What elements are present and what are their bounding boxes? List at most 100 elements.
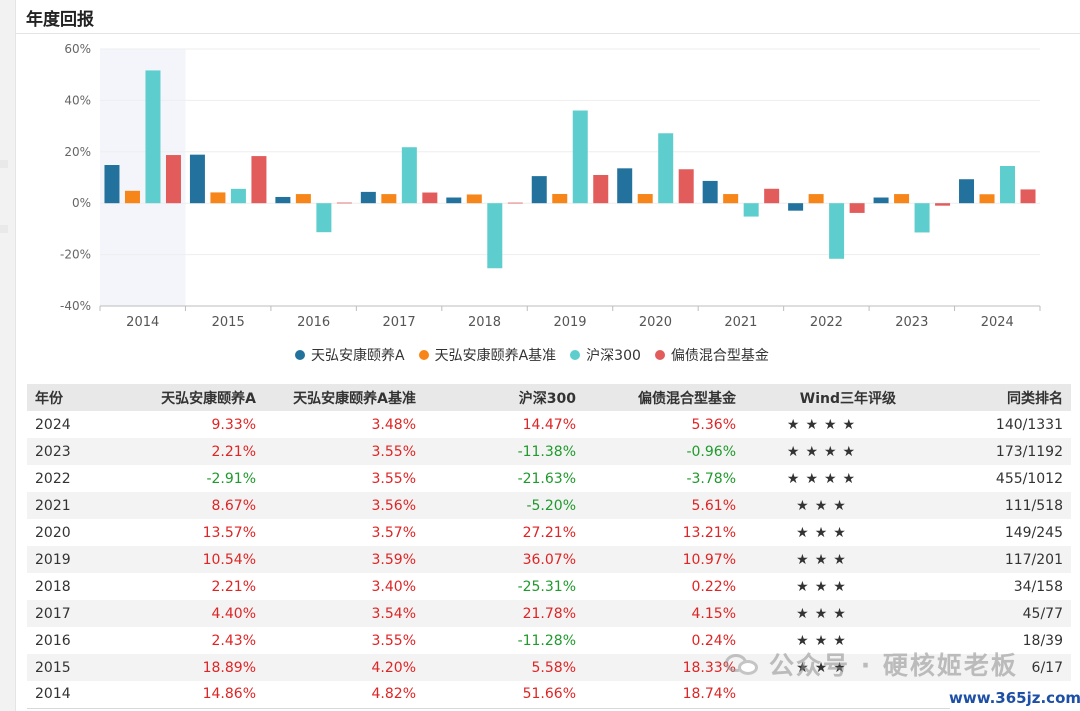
cell-fund-return: 9.33%	[211, 416, 256, 433]
chart-legend: 天弘安康颐养A 天弘安康颐养A基准 沪深300 偏债混合型基金	[295, 345, 783, 365]
cell-peer-return: 10.97%	[584, 546, 744, 573]
cell-peer-return: 13.21%	[682, 524, 736, 541]
bar	[658, 133, 674, 204]
bar	[935, 203, 951, 206]
table-row: 2015 18.89% 4.20% 5.58% 18.33% ★★★ 6/17	[27, 654, 1071, 681]
legend-item[interactable]: 沪深300	[570, 345, 641, 365]
site-tag: www.365jz.com	[949, 684, 1080, 711]
table-row: 2019 10.54% 3.59% 36.07% 10.97% ★★★ 117/201	[27, 546, 1071, 573]
left-rail	[0, 0, 16, 711]
bar	[189, 154, 205, 204]
x-tick-label: 2021	[724, 315, 757, 330]
col-benchmark-header[interactable]: 天弘安康颐养A基准	[264, 384, 424, 411]
legend-label: 天弘安康颐养A基准	[434, 348, 557, 364]
x-tick-label: 2014	[126, 315, 159, 330]
cell-year: 2020	[35, 524, 71, 541]
y-tick-label: 40%	[64, 93, 91, 107]
rail-notch	[0, 225, 8, 233]
bar	[702, 180, 718, 204]
cell-rank: 34/158	[1013, 578, 1063, 595]
cell-fund-return: 14.86%	[119, 681, 264, 709]
cell-rank: 455/1012	[995, 470, 1063, 487]
bar	[210, 192, 226, 204]
cell-rating: ★★★★	[786, 470, 862, 487]
cell-rating: ★★★	[744, 600, 904, 627]
cell-fund-return: 8.67%	[119, 492, 264, 519]
col-year-header[interactable]: 年份	[27, 384, 119, 411]
annual-return-chart: 60% 40% 20% 0% -20% -40% 2014 2015 2016 2017 2018 2…	[60, 42, 1041, 330]
y-tick-label: 60%	[64, 42, 91, 56]
legend-item[interactable]: 天弘安康颐养A基准	[418, 345, 557, 365]
cell-peer-return: 18.74%	[584, 681, 744, 709]
cell-year: 2014	[27, 681, 119, 709]
section-title: 年度回报	[26, 10, 94, 30]
x-tick-label: 2020	[639, 315, 672, 330]
cell-rating: ★★★	[796, 632, 852, 649]
cell-benchmark-return: 3.55%	[371, 470, 416, 487]
bar	[295, 194, 311, 204]
cell-hs300-return: -5.20%	[424, 492, 584, 519]
col-rating-header[interactable]: Wind三年评级	[744, 384, 904, 411]
cell-peer-return: 0.22%	[691, 578, 736, 595]
bar	[466, 194, 482, 204]
cell-rank: 173/1192	[904, 438, 1071, 465]
bar	[381, 194, 397, 204]
cell-peer-return: -3.78%	[686, 470, 736, 487]
y-tick-label: -20%	[60, 248, 91, 262]
bar	[829, 203, 845, 259]
bar	[788, 203, 804, 211]
bar	[316, 203, 332, 233]
cell-peer-return: 5.61%	[584, 492, 744, 519]
legend-item[interactable]: 天弘安康颐养A	[295, 345, 405, 365]
table-row: 2018 2.21% 3.40% -25.31% 0.22% ★★★ 34/158	[27, 573, 1071, 600]
cell-benchmark-return: 3.56%	[264, 492, 424, 519]
bar	[894, 194, 910, 204]
cell-year: 2023	[27, 438, 119, 465]
bar	[165, 155, 181, 204]
bar	[764, 188, 780, 204]
cell-rating: ★★★	[744, 654, 904, 681]
cell-benchmark-return: 3.55%	[264, 438, 424, 465]
annual-return-table: 年份 天弘安康颐养A 天弘安康颐养A基准 沪深300 偏债混合型基金 Wind三…	[27, 384, 1071, 709]
legend-item[interactable]: 偏债混合型基金	[654, 345, 769, 365]
cell-rating: ★★★★	[744, 438, 904, 465]
cell-benchmark-return: 3.57%	[371, 524, 416, 541]
cell-benchmark-return: 3.54%	[264, 600, 424, 627]
cell-benchmark-return: 3.40%	[371, 578, 416, 595]
cell-hs300-return: -11.38%	[424, 438, 584, 465]
bar	[678, 169, 694, 204]
cell-benchmark-return: 4.82%	[264, 681, 424, 709]
legend-label: 天弘安康颐养A	[311, 348, 405, 364]
bar	[743, 203, 759, 217]
col-rank-header[interactable]: 同类排名	[904, 384, 1071, 411]
x-tick-label: 2018	[468, 315, 501, 330]
bar	[873, 197, 889, 204]
table-row: 2021 8.67% 3.56% -5.20% 5.61% ★★★ 111/518	[27, 492, 1071, 519]
cell-year: 2018	[35, 578, 71, 595]
watermark-name: 公众号 · 硬核姬老板	[769, 651, 1018, 680]
bar	[531, 176, 547, 204]
bar	[145, 70, 161, 204]
cell-hs300-return: -25.31%	[517, 578, 576, 595]
bar	[251, 156, 267, 204]
col-hs300-header[interactable]: 沪深300	[424, 384, 584, 411]
col-peer-header[interactable]: 偏债混合型基金	[584, 384, 744, 411]
bar	[849, 203, 865, 213]
table-row: 2020 13.57% 3.57% 27.21% 13.21% ★★★ 149/245	[27, 519, 1071, 546]
cell-rating: ★★★	[744, 546, 904, 573]
cell-fund-return: -2.91%	[206, 470, 256, 487]
cell-rank: 149/245	[1004, 524, 1063, 541]
table-row: 2023 2.21% 3.55% -11.38% -0.96% ★★★★ 173/1192	[27, 438, 1071, 465]
cell-year: 2022	[35, 470, 71, 487]
cell-benchmark-return: 3.55%	[371, 632, 416, 649]
cell-rank: 140/1331	[995, 416, 1063, 433]
bar	[401, 147, 417, 204]
cell-year: 2015	[27, 654, 119, 681]
col-fund-header[interactable]: 天弘安康颐养A	[119, 384, 264, 411]
bar	[914, 203, 930, 233]
cell-benchmark-return: 3.59%	[264, 546, 424, 573]
cell-rank: 18/39	[1022, 632, 1063, 649]
bar	[360, 191, 376, 204]
cell-fund-return: 10.54%	[119, 546, 264, 573]
bar	[275, 196, 291, 204]
